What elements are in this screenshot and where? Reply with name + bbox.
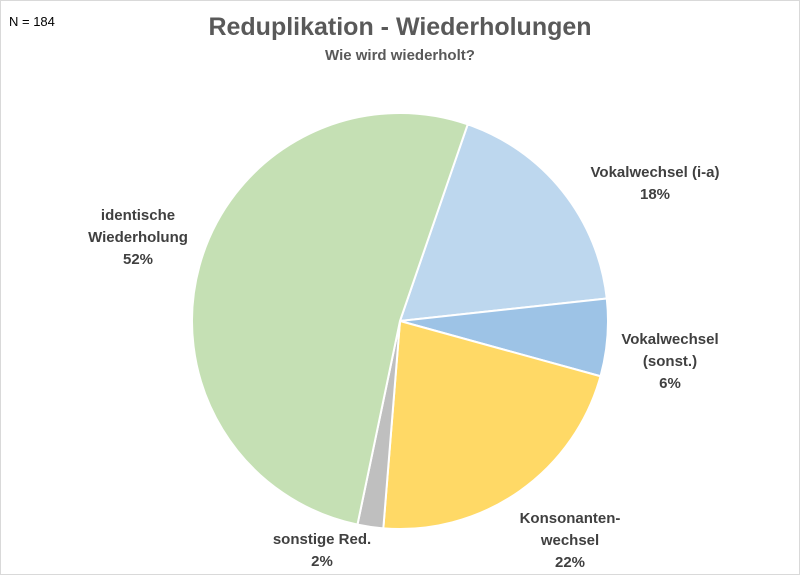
pie-slice-identische-wiederholung <box>191 112 469 526</box>
slice-label-vokalwechsel-i-a: Vokalwechsel (i-a) 18% <box>590 164 720 203</box>
slice-label-konsonantenwechsel: Konsonanten- wechsel 22% <box>519 510 621 571</box>
chart-subtitle: Wie wird wiederholt? <box>325 47 475 64</box>
slice-label-sonstige-red: sonstige Red. 2% <box>272 531 372 570</box>
chart-title: Reduplikation - Wiederholungen <box>208 13 592 41</box>
pie-slice-konsonantenwechsel <box>382 320 602 530</box>
sample-size-label: N = 184 <box>9 14 55 29</box>
slice-label-identische-wiederholung: identische Wiederholung 52% <box>88 207 188 268</box>
slice-label-vokalwechsel-sonst: Vokalwechsel (sonst.) 6% <box>621 331 719 392</box>
